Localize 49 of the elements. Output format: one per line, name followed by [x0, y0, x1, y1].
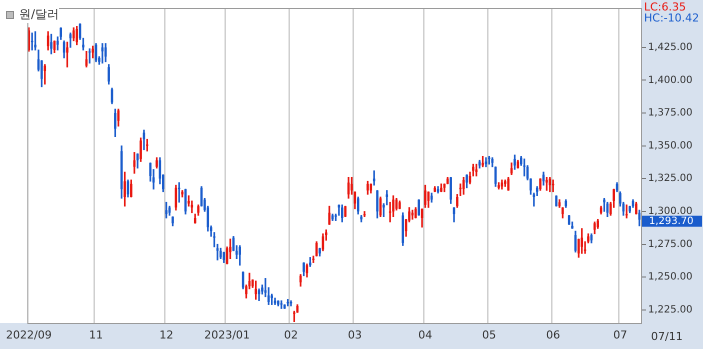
candlestick	[366, 180, 369, 195]
y-tick-label: 1,375.00	[648, 108, 693, 119]
text: HC:-10.42	[644, 11, 700, 24]
x-tick-label: 05	[482, 328, 496, 342]
candlestick	[514, 154, 516, 170]
text: 07/11	[651, 330, 683, 343]
y-tick-label: 1,275.00	[648, 238, 693, 250]
candlestick	[156, 157, 158, 168]
candlestick	[66, 42, 68, 68]
x-tick-label: 06	[546, 328, 560, 342]
candlestick	[466, 174, 468, 188]
candlestick	[376, 190, 378, 218]
candlestick	[172, 216, 174, 226]
candlestick	[498, 182, 500, 190]
candlestick	[197, 204, 200, 216]
x-tick-label: 2022/09	[6, 328, 52, 342]
candlestick	[108, 64, 110, 84]
candlestick	[302, 262, 305, 276]
candlestick	[286, 299, 289, 306]
candlestick	[140, 138, 142, 162]
candlestick	[482, 156, 484, 168]
y-tick-label: 1,350.00	[648, 140, 693, 152]
text: 1,293.70	[649, 216, 694, 227]
candlestick	[277, 300, 280, 306]
candlestick	[546, 176, 548, 191]
candlestick	[440, 184, 442, 192]
candlestick	[318, 248, 321, 256]
text: LC:6.35	[644, 0, 686, 14]
x-tick-label: 03	[348, 328, 362, 342]
x-tick-label: 11	[89, 328, 104, 342]
candlestick	[114, 108, 116, 137]
y-tick-label: 1,400.00	[648, 74, 693, 86]
candlestick	[124, 172, 126, 207]
x-tick-label: 07	[613, 328, 628, 342]
x-tick-label: 04	[418, 328, 432, 342]
y-tick-label: 1,225.00	[648, 304, 693, 316]
candlestick	[424, 184, 426, 208]
candlestick	[290, 300, 292, 306]
candlestick	[50, 34, 52, 54]
y-tick-label: 1,300.00	[648, 206, 693, 218]
y-tick-label: 1,425.00	[648, 42, 693, 53]
x-tick-label: 12	[159, 328, 174, 342]
candlestick	[635, 202, 638, 214]
x-tick-label: 2023/01	[204, 328, 250, 342]
series-label: 원/달러	[19, 6, 60, 23]
x-tick-label: 02	[284, 328, 298, 342]
y-tick-label: 1,325.00	[648, 173, 693, 184]
y-tick-label: 1,250.00	[648, 272, 693, 283]
candlestick	[363, 211, 366, 218]
